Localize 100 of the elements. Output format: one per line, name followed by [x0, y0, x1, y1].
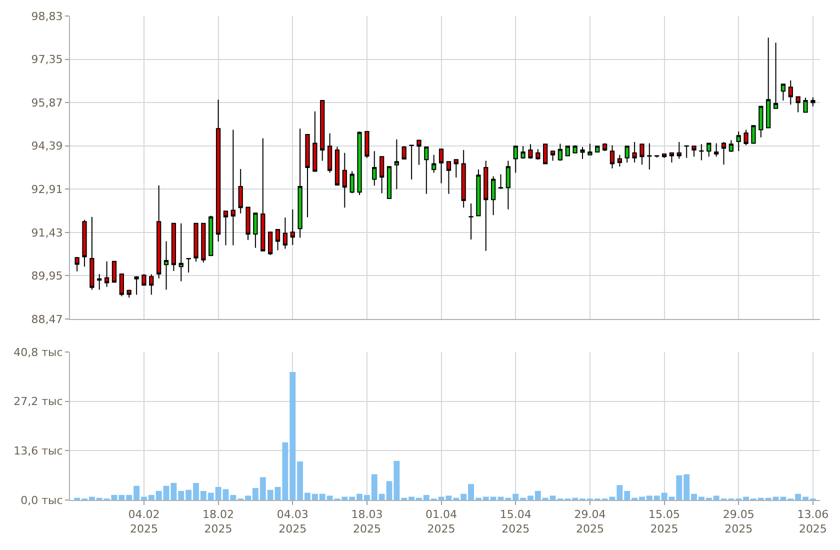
candlestick	[647, 142, 652, 170]
x-tick-label: 15.05 2025	[648, 508, 680, 536]
candlestick	[402, 146, 406, 160]
candlestick	[803, 97, 808, 113]
x-tick-label: 29.05 2025	[722, 508, 754, 536]
candlestick	[74, 256, 80, 272]
candlestick	[595, 146, 600, 152]
candlestick	[438, 148, 444, 184]
y-tick-label: 97,35	[31, 53, 63, 66]
candlestick	[624, 146, 630, 164]
y-tick-label: 0,0 тыс	[20, 494, 63, 507]
candlestick	[432, 154, 436, 174]
x-tick-label: 01.04 2025	[426, 508, 458, 536]
candlestick	[536, 148, 540, 160]
candlestick	[409, 144, 414, 180]
candlestick	[253, 212, 258, 248]
candlestick	[446, 161, 452, 194]
candlestick	[520, 146, 526, 160]
candlestick	[178, 222, 184, 282]
candlestick	[669, 152, 674, 164]
candlestick	[112, 260, 117, 284]
y-tick-label: 89,95	[31, 270, 63, 283]
candlestick	[706, 142, 712, 158]
candlestick	[246, 206, 250, 241]
candlestick	[773, 42, 778, 109]
candlestick	[565, 146, 570, 156]
candlestick	[602, 142, 608, 152]
candlestick	[721, 142, 726, 166]
x-tick-label: 18.02 2025	[202, 508, 234, 536]
candlestick	[780, 84, 786, 102]
candlestick	[550, 150, 556, 162]
y-tick-label: 95,87	[31, 96, 63, 110]
candlestick	[468, 202, 474, 240]
candlestick	[610, 144, 615, 169]
x-tick-label: 29.04 2025	[574, 508, 606, 536]
candlestick	[558, 143, 563, 162]
candlestick	[238, 168, 243, 214]
y-tick-label: 98,83	[31, 10, 63, 23]
candlestick	[692, 146, 696, 158]
candlestick	[142, 274, 146, 286]
candlestick	[699, 144, 704, 161]
candlestick	[588, 143, 592, 156]
candlestick	[572, 144, 578, 154]
candlestick	[714, 142, 719, 158]
y-tick-label: 27,2 тыс	[14, 395, 63, 408]
y-tick-label: 88,47	[31, 312, 63, 326]
candlestick	[164, 240, 169, 290]
candlestick	[223, 210, 228, 246]
candlestick	[476, 169, 481, 216]
candlestick	[97, 273, 102, 290]
candlestick	[268, 232, 273, 256]
candlestick	[342, 152, 347, 208]
candlestick	[640, 144, 644, 166]
candlestick	[208, 215, 214, 257]
candlestick	[796, 96, 800, 113]
candlestick	[461, 149, 466, 208]
candlestick	[364, 131, 370, 158]
candlestick	[543, 144, 548, 164]
candlestick	[454, 159, 458, 178]
candlestick	[126, 289, 132, 298]
candlestick	[490, 176, 496, 216]
candlestick	[230, 129, 236, 246]
candlestick	[810, 96, 816, 107]
candlestick	[617, 154, 622, 168]
candlestick	[484, 160, 488, 252]
candlestick	[394, 138, 400, 190]
candlestick	[282, 217, 288, 250]
candlestick	[766, 37, 771, 128]
y-tick-label: 94,39	[31, 140, 63, 153]
candlestick	[186, 258, 191, 273]
candlestick	[334, 146, 340, 186]
candlestick	[736, 131, 741, 152]
candlestick	[350, 170, 354, 194]
candlestick	[194, 222, 198, 262]
candlestick	[201, 222, 206, 264]
candlestick	[744, 129, 748, 146]
y-tick-label: 13,6 тыс	[14, 444, 63, 458]
candlestick	[134, 276, 139, 296]
candlestick	[372, 150, 377, 186]
y-tick-label: 40,8 тыс	[14, 346, 63, 359]
candlestick	[149, 274, 154, 296]
candlestick	[156, 184, 162, 279]
candlestick	[386, 166, 392, 199]
candlestick	[298, 128, 302, 238]
candlestick	[684, 145, 689, 158]
candlestick	[327, 132, 332, 174]
candlestick	[424, 146, 429, 194]
x-tick-label: 18.03 2025	[351, 508, 383, 536]
candlestick	[506, 160, 510, 210]
candlestick	[758, 106, 764, 138]
candlestick	[320, 100, 325, 162]
candlestick	[357, 131, 362, 196]
candlestick	[498, 174, 504, 190]
candlestick	[82, 219, 87, 268]
candlestick	[416, 140, 422, 166]
candlestick	[676, 142, 682, 160]
candlestick	[90, 216, 94, 290]
candlestick	[171, 222, 176, 272]
candlestick	[513, 146, 518, 174]
candlestick	[312, 110, 318, 172]
